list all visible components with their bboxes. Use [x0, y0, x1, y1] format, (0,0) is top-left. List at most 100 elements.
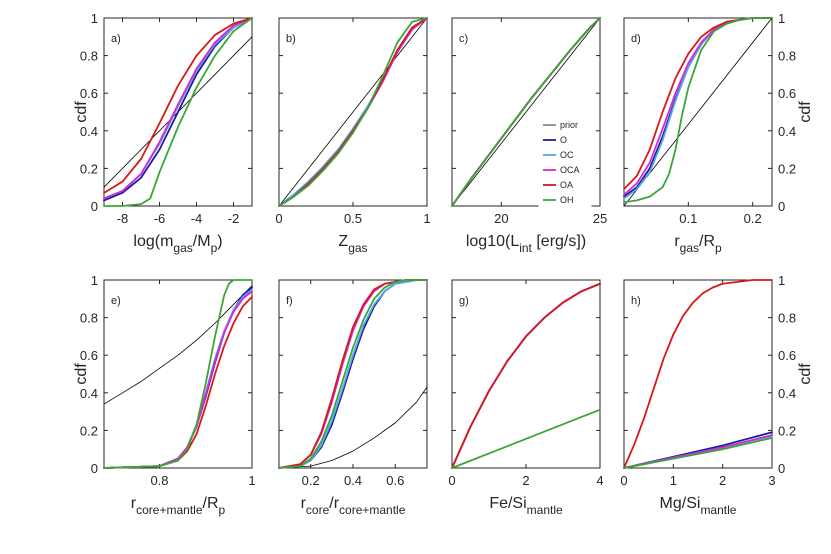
- panel-label: a): [111, 33, 121, 45]
- panel-label: f): [286, 295, 293, 307]
- x-tick-label: -2: [228, 211, 240, 226]
- legend-label-prior: prior: [560, 120, 578, 130]
- series-line-prior: [451, 17, 601, 207]
- series-line-o: [103, 17, 253, 202]
- x-tick-label: 1: [248, 473, 255, 488]
- y-tick-label: 1: [91, 11, 98, 26]
- panel-label: g): [459, 295, 469, 307]
- x-axis-label: log10(Lint [erg/s]): [466, 233, 586, 255]
- x-tick-label: 1: [670, 473, 677, 488]
- series-line-oc: [103, 17, 253, 200]
- panel-f: 0.2 0.4 0.6 f) rcore/rcore+mantle: [278, 279, 428, 517]
- legend-label-oa: OA: [560, 180, 573, 190]
- series-line-oh: [451, 408, 601, 469]
- y-tick-label: 0: [778, 199, 785, 214]
- y-tick-label: 0.8: [778, 49, 796, 64]
- x-tick-label: 2: [522, 473, 529, 488]
- x-tick-label: 0.4: [344, 473, 362, 488]
- y-tick-label: 0: [91, 199, 98, 214]
- y-tick-label: 0: [778, 461, 785, 476]
- y-tick-label: 0.6: [80, 86, 98, 101]
- series-line-oh: [278, 17, 428, 207]
- y-tick-label: 0.8: [80, 49, 98, 64]
- series-line-oh: [623, 437, 773, 469]
- x-tick-label: -6: [154, 211, 166, 226]
- legend-label-o: O: [560, 135, 567, 145]
- axes-box: [103, 279, 253, 469]
- panel-label: d): [631, 33, 641, 45]
- y-axis-label: cdf: [73, 101, 90, 123]
- panel-c: 20 25 c) log10(Lint [erg/s]) prior O OC OCA OA OH: [451, 17, 607, 255]
- x-tick-label: 3: [768, 473, 775, 488]
- legend: prior O OC OCA OA OH: [538, 116, 592, 210]
- panel-h: 0 0.2 0.4 0.6 0.8 1 0 1 2 3 h) Mg/Simantle cdf: [620, 273, 814, 517]
- series-line-oc: [103, 288, 253, 469]
- series-line-oa: [278, 17, 428, 207]
- y-tick-label: 1: [778, 273, 785, 288]
- x-axis-label: Mg/Simantle: [660, 495, 737, 517]
- series-line-oa: [623, 279, 773, 469]
- series-line-oca: [451, 282, 601, 469]
- panel-label: h): [631, 295, 641, 307]
- series-line-oc: [623, 17, 773, 200]
- series-line-prior: [278, 17, 428, 207]
- series-line-oca: [278, 279, 428, 469]
- x-tick-label: 0.2: [302, 473, 320, 488]
- x-axis-label: rgas/Rp: [674, 233, 722, 255]
- series-line-oa: [623, 17, 773, 190]
- series-line-oca: [623, 17, 773, 196]
- axes-box: [623, 17, 773, 207]
- y-tick-label: 0.4: [80, 124, 98, 139]
- series-line-o: [103, 286, 253, 469]
- series-line-oa: [103, 296, 253, 469]
- y-tick-label: 0.4: [80, 386, 98, 401]
- x-tick-label: 2: [719, 473, 726, 488]
- y-tick-label: 0.2: [80, 423, 98, 438]
- series-line-o: [451, 282, 601, 469]
- y-tick-label: 0.8: [778, 311, 796, 326]
- series-line-oca: [103, 290, 253, 469]
- series-line-oh: [278, 279, 428, 469]
- x-axis-label: Fe/Simantle: [489, 495, 563, 517]
- legend-label-oc: OC: [560, 150, 574, 160]
- panel-label: e): [111, 295, 121, 307]
- panel-a: 0 0.2 0.4 0.6 0.8 1 -8 -6 -4 -2 a) log(mgas/Mp) cdf: [73, 11, 253, 255]
- axes-box: [623, 279, 773, 469]
- panel-b: 0 0.5 1 b) Zgas: [275, 17, 431, 255]
- x-tick-label: 20: [494, 211, 508, 226]
- legend-box: [538, 116, 592, 210]
- y-tick-label: 0.8: [80, 311, 98, 326]
- series-line-oa: [451, 282, 601, 469]
- y-tick-label: 0.4: [778, 124, 796, 139]
- series-line-oc: [451, 282, 601, 469]
- axes-box: [451, 17, 601, 207]
- legend-label-oh: OH: [560, 195, 574, 205]
- series-line-o: [278, 279, 428, 469]
- y-tick-label: 0.6: [778, 348, 796, 363]
- y-tick-label: 0.4: [778, 386, 796, 401]
- panel-label: b): [286, 33, 296, 45]
- series-line-oh: [623, 17, 773, 204]
- x-tick-label: 0.6: [386, 473, 404, 488]
- series-line-prior: [278, 386, 428, 469]
- y-tick-label: 1: [778, 11, 785, 26]
- x-axis-label: rcore/rcore+mantle: [301, 495, 406, 517]
- x-tick-label: -8: [117, 211, 129, 226]
- panel-g: 0 2 4 g) Fe/Simantle: [448, 279, 604, 517]
- series-line-oa: [278, 279, 428, 469]
- y-axis-label-right: cdf: [797, 101, 814, 123]
- y-tick-label: 1: [91, 273, 98, 288]
- axes-box: [278, 279, 428, 469]
- x-tick-label: 0.2: [744, 211, 762, 226]
- x-tick-label: 25: [593, 211, 607, 226]
- y-tick-label: 0.2: [778, 423, 796, 438]
- series-line-oh: [451, 17, 601, 207]
- x-tick-label: 4: [596, 473, 603, 488]
- x-axis-label: Zgas: [338, 233, 367, 255]
- x-tick-label: 0: [448, 473, 455, 488]
- x-tick-label: 1: [423, 211, 430, 226]
- y-tick-label: 0: [91, 461, 98, 476]
- x-tick-label: 0.8: [150, 473, 168, 488]
- y-tick-label: 0.2: [778, 161, 796, 176]
